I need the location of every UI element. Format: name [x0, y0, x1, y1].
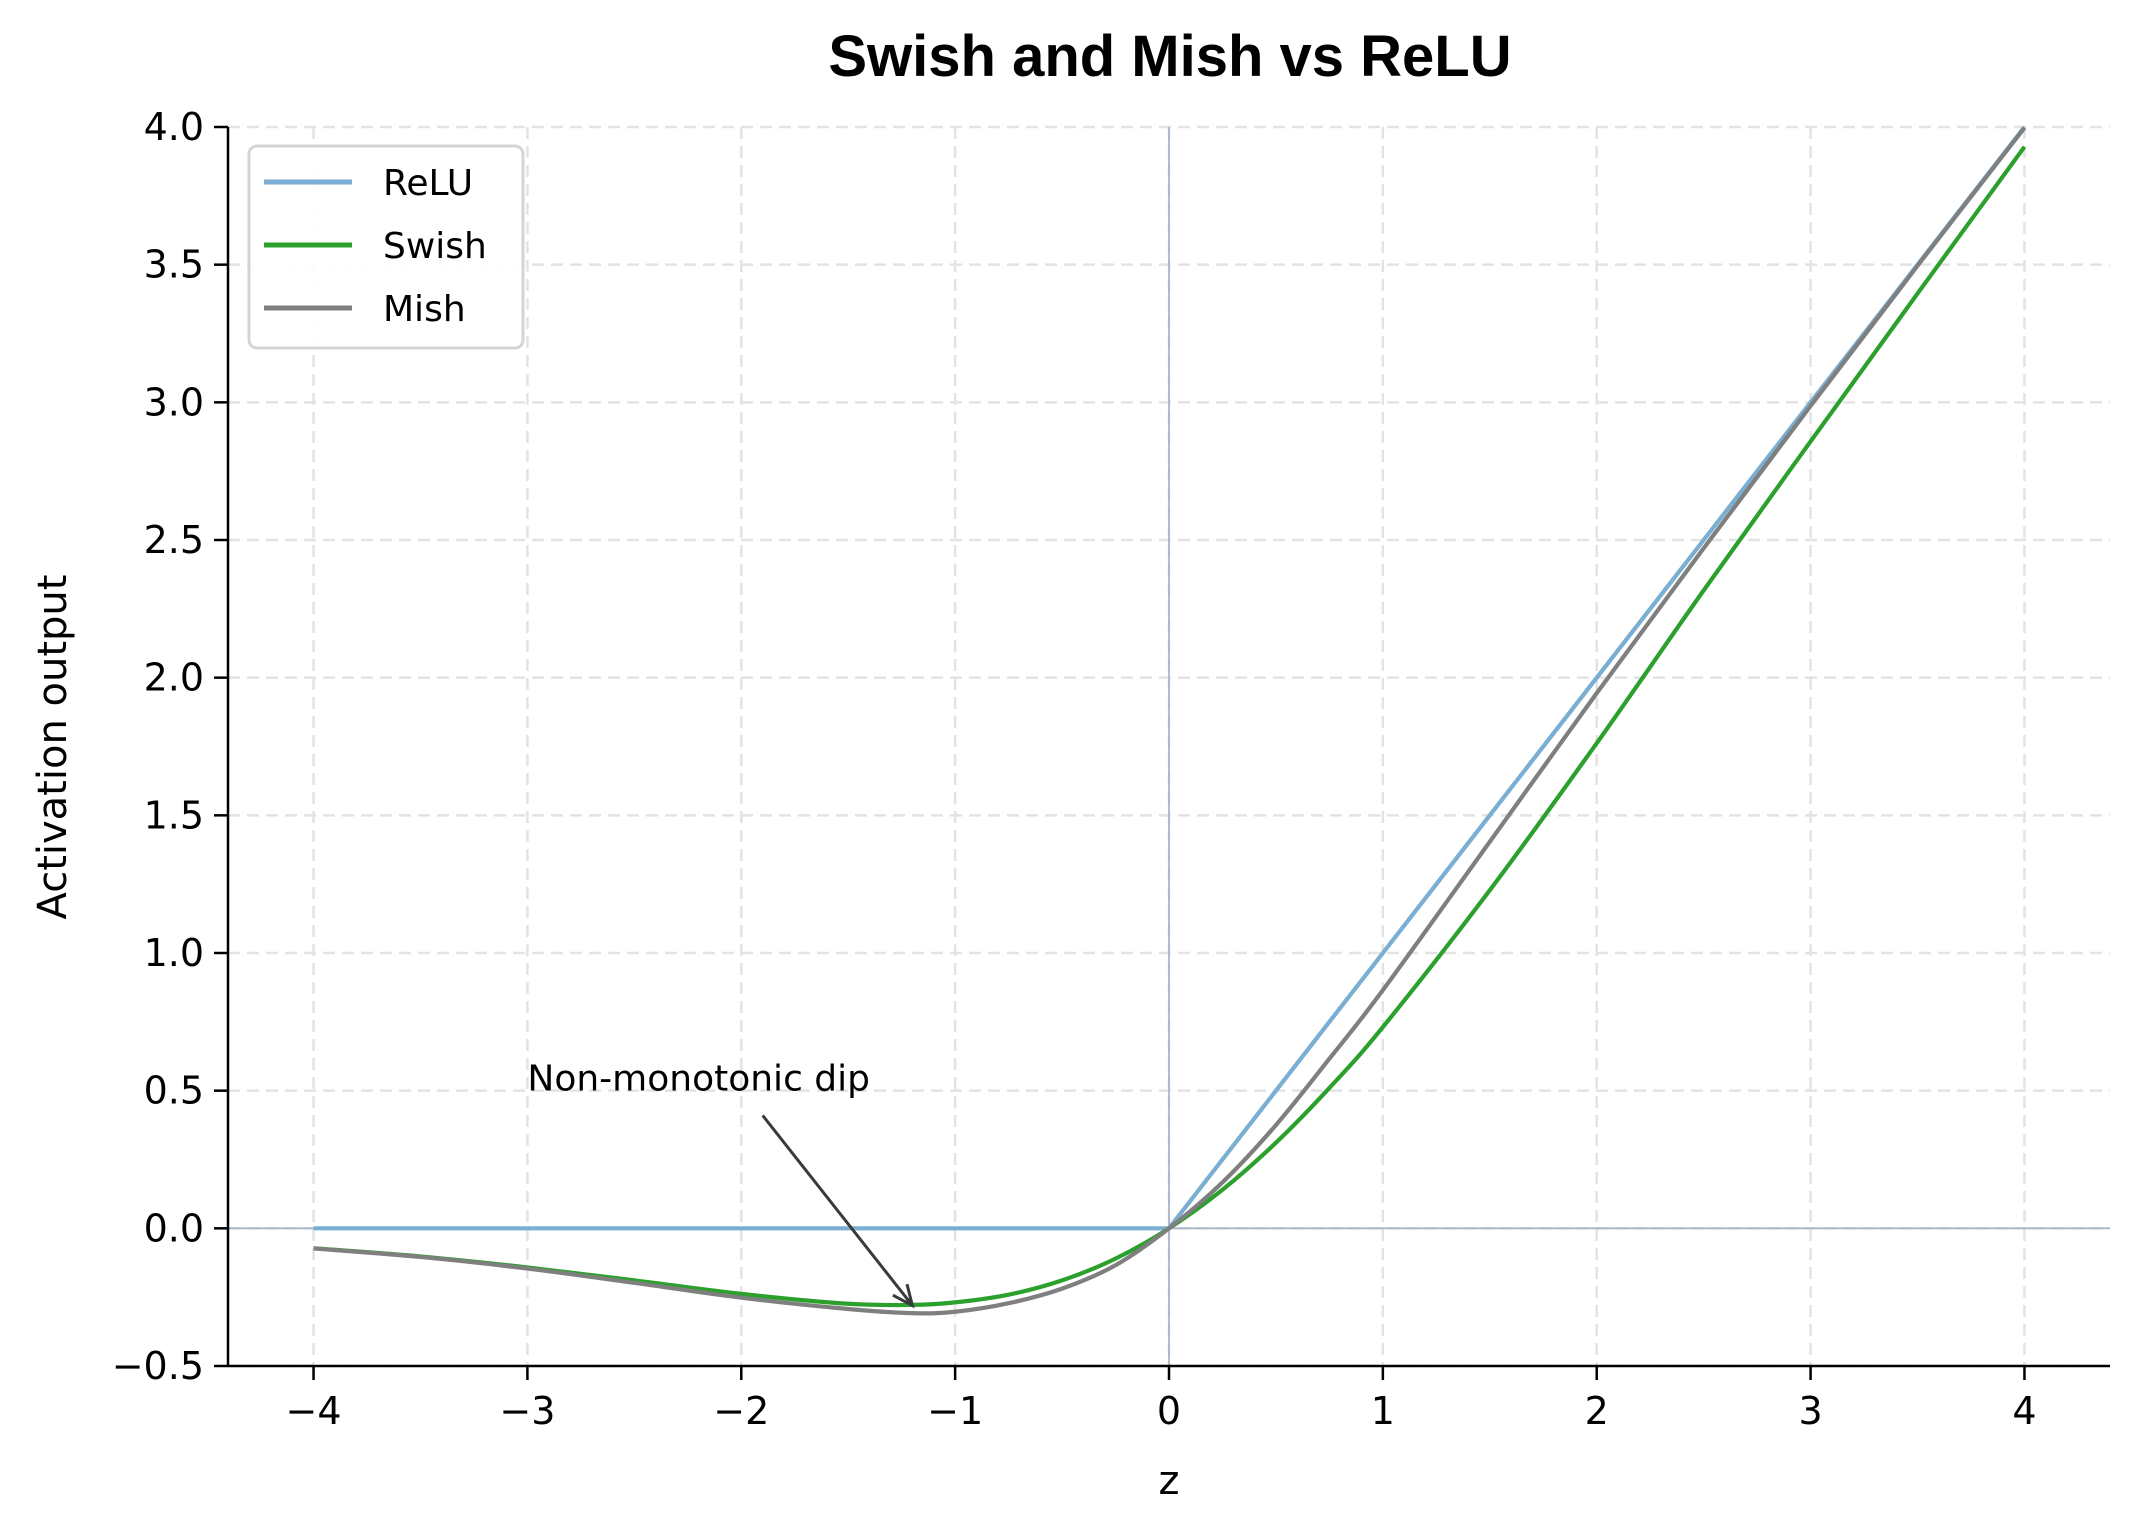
x-tick-label: 2	[1585, 1389, 1609, 1433]
x-tick-label: 3	[1798, 1389, 1822, 1433]
annotation-label: Non-monotonic dip	[527, 1059, 870, 1100]
y-tick-label: 3.5	[144, 243, 204, 287]
series-line-swish	[313, 145, 2027, 1308]
chart-title: Swish and Mish vs ReLU	[828, 24, 1511, 89]
y-tick-label: −0.5	[112, 1344, 204, 1388]
x-tick-label: 1	[1371, 1389, 1395, 1433]
y-tick-label: 2.0	[144, 656, 204, 700]
series-line-mish	[313, 126, 2027, 1316]
x-tick-label: −4	[286, 1389, 342, 1433]
legend-item-mish: Mish	[264, 289, 466, 330]
y-axis-label: Activation output	[30, 575, 76, 920]
annotation: Non-monotonic dip	[527, 1059, 915, 1309]
arrow-head-icon	[892, 1283, 915, 1309]
x-tick-label: 0	[1157, 1389, 1181, 1433]
x-tick-label: 4	[2012, 1389, 2036, 1433]
series-line-relu	[313, 125, 2027, 1231]
y-axis-ticks: −0.5 0.0 0.5 1.0 1.5 2.0 2.5 3.0 3.5 4.0	[112, 105, 228, 1388]
legend-item-swish: Swish	[264, 226, 487, 267]
legend-label: Swish	[383, 226, 487, 267]
y-tick-label: 2.5	[144, 518, 204, 562]
legend-label: ReLU	[383, 163, 473, 204]
y-tick-label: 1.5	[144, 793, 204, 837]
x-axis-label: z	[1159, 1458, 1180, 1504]
y-tick-label: 1.0	[144, 931, 204, 975]
legend-frame	[247, 144, 525, 350]
y-tick-label: 3.0	[144, 380, 204, 424]
x-tick-label: −2	[713, 1389, 769, 1433]
annotation-arrow	[761, 1114, 914, 1307]
legend-label: Mish	[383, 289, 466, 330]
y-tick-label: 0.5	[144, 1069, 204, 1113]
x-tick-label: −1	[927, 1389, 983, 1433]
legend: ReLU Swish Mish	[247, 144, 525, 350]
y-tick-label: 4.0	[144, 105, 204, 149]
x-tick-label: −3	[499, 1389, 555, 1433]
x-axis-ticks: −4 −3 −2 −1 0 1 2 3 4	[286, 1366, 2037, 1433]
y-tick-label: 0.0	[144, 1206, 204, 1250]
axes: −4 −3 −2 −1 0 1 2 3 4 −0.5 0.0 0.5 1.0 1.5 2.0 2.5 3.0 3…	[112, 105, 2110, 1433]
legend-item-relu: ReLU	[264, 163, 473, 204]
plot-series	[313, 125, 2027, 1316]
